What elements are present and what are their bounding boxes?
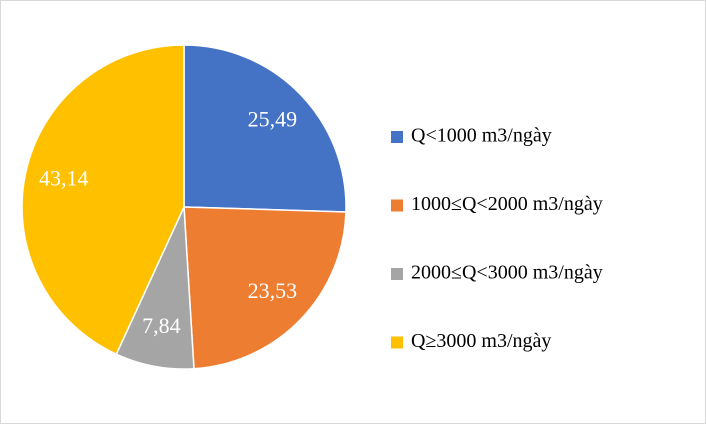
data-label: 23,53 bbox=[248, 278, 298, 303]
legend-label: 2000≤Q<3000 m3/ngày bbox=[411, 262, 603, 284]
data-label: 43,14 bbox=[39, 166, 89, 191]
legend-label: Q≥3000 m3/ngày bbox=[411, 330, 551, 352]
pie-slice bbox=[183, 206, 347, 370]
legend-swatch bbox=[391, 131, 403, 143]
legend-swatch bbox=[391, 336, 403, 349]
data-label: 25,49 bbox=[248, 106, 298, 131]
legend: Q<1000 m3/ngày 1000≤Q<2000 m3/ngày 2000≤Q<… bbox=[391, 125, 603, 352]
legend-swatch bbox=[391, 199, 403, 212]
pie-slice bbox=[183, 44, 347, 213]
pie: 25,49 23,53 7,84 43,14 bbox=[21, 44, 347, 370]
legend-label: Q<1000 m3/ngày bbox=[411, 125, 552, 147]
data-label: 7,84 bbox=[142, 313, 181, 338]
pie-slice bbox=[21, 44, 185, 356]
legend-label: 1000≤Q<2000 m3/ngày bbox=[411, 193, 603, 215]
legend-swatch bbox=[391, 268, 403, 280]
